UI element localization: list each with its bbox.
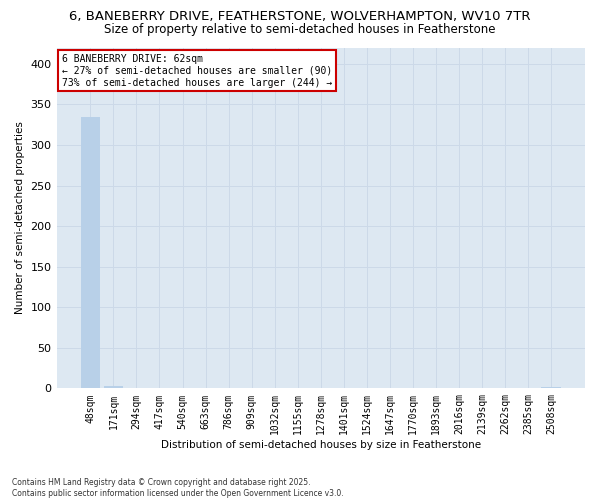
Bar bbox=[541, 387, 561, 388]
Text: Size of property relative to semi-detached houses in Featherstone: Size of property relative to semi-detach… bbox=[104, 22, 496, 36]
Y-axis label: Number of semi-detached properties: Number of semi-detached properties bbox=[15, 122, 25, 314]
Bar bbox=[104, 386, 123, 388]
X-axis label: Distribution of semi-detached houses by size in Featherstone: Distribution of semi-detached houses by … bbox=[161, 440, 481, 450]
Text: 6, BANEBERRY DRIVE, FEATHERSTONE, WOLVERHAMPTON, WV10 7TR: 6, BANEBERRY DRIVE, FEATHERSTONE, WOLVER… bbox=[69, 10, 531, 23]
Text: Contains HM Land Registry data © Crown copyright and database right 2025.
Contai: Contains HM Land Registry data © Crown c… bbox=[12, 478, 344, 498]
Bar bbox=[80, 116, 100, 388]
Text: 6 BANEBERRY DRIVE: 62sqm
← 27% of semi-detached houses are smaller (90)
73% of s: 6 BANEBERRY DRIVE: 62sqm ← 27% of semi-d… bbox=[62, 54, 332, 88]
